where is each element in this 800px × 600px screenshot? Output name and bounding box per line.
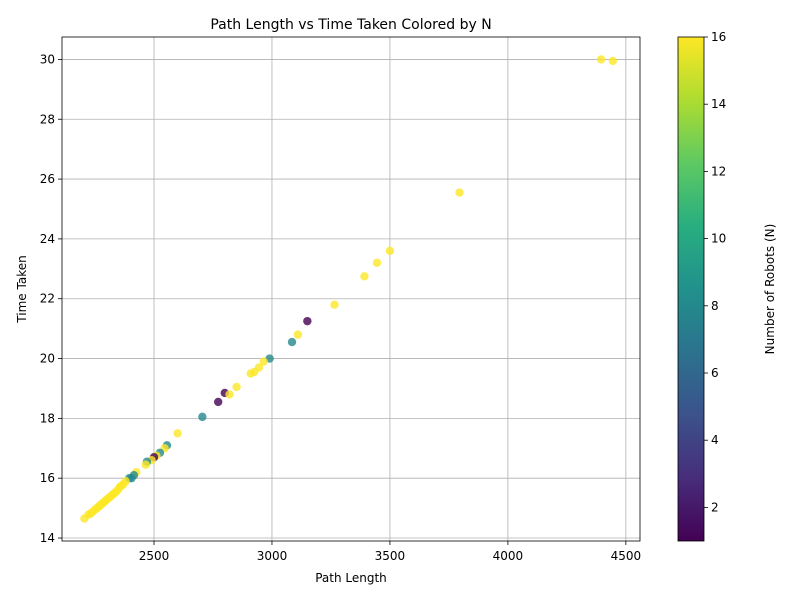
chart-title: Path Length vs Time Taken Colored by N	[210, 17, 491, 33]
y-tick-label: 16	[40, 471, 55, 485]
plot-grid	[62, 37, 640, 541]
x-tick-label: 3000	[257, 549, 288, 563]
colorbar-ticks: 2 4 6 8 10 12 14 16	[704, 30, 726, 514]
y-tick-label: 18	[40, 411, 55, 425]
data-point	[608, 56, 618, 66]
y-tick-label: 28	[40, 112, 55, 126]
colorbar-tick-label: 12	[711, 164, 726, 178]
data-point	[385, 246, 395, 256]
x-tick-label: 4000	[493, 549, 524, 563]
x-axis-ticks: 2500 3000 3500 4000 4500	[139, 541, 641, 563]
data-point	[360, 272, 369, 281]
y-axis-label: Time Taken	[15, 255, 29, 323]
y-tick-label: 26	[40, 172, 55, 186]
data-point	[246, 369, 255, 378]
x-tick-label: 4500	[611, 549, 642, 563]
colorbar-tick-label: 16	[711, 30, 726, 44]
plot-points	[80, 55, 618, 523]
colorbar-tick-label: 6	[711, 366, 719, 380]
y-tick-label: 30	[40, 52, 55, 66]
y-axis-ticks: 14 16 18 20 22 24 26 28 30	[40, 52, 62, 545]
colorbar-tick-label: 4	[711, 433, 719, 447]
data-point	[141, 460, 150, 469]
data-point	[213, 397, 223, 407]
colorbar-tick-label: 8	[711, 299, 719, 313]
colorbar-tick-label: 14	[711, 97, 726, 111]
y-tick-label: 14	[40, 531, 55, 545]
data-point	[232, 382, 241, 392]
data-point	[259, 357, 268, 366]
y-tick-label: 24	[40, 232, 55, 246]
data-point	[225, 390, 234, 399]
y-tick-label: 22	[40, 292, 55, 306]
data-point	[330, 300, 339, 309]
data-point	[455, 188, 464, 197]
x-tick-label: 2500	[139, 549, 170, 563]
data-point	[303, 316, 312, 326]
x-axis-label: Path Length	[315, 571, 387, 585]
data-point	[293, 330, 303, 339]
data-point	[596, 55, 606, 64]
data-point	[173, 429, 182, 438]
data-point	[80, 514, 89, 523]
colorbar-tick-label: 10	[711, 232, 726, 246]
colorbar-tick-label: 2	[711, 500, 719, 514]
data-point	[287, 337, 297, 347]
x-tick-label: 3500	[375, 549, 406, 563]
data-point	[198, 412, 207, 422]
colorbar	[677, 36, 705, 542]
data-point	[372, 258, 382, 268]
plot-frame	[61, 36, 641, 542]
colorbar-label: Number of Robots (N)	[763, 224, 777, 355]
y-tick-label: 20	[40, 352, 55, 366]
